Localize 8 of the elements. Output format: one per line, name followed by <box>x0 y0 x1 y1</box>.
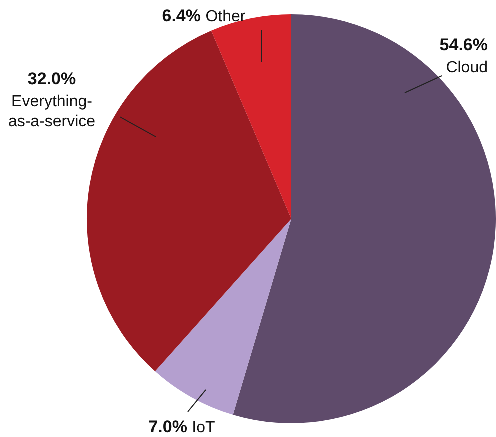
slice-label: Everything-as-a-service <box>8 93 96 130</box>
data-label: 7.0% <box>148 418 188 437</box>
data-label: 32.0% <box>28 70 76 89</box>
data-label: 6.4% <box>162 6 202 26</box>
slice-label: IoT <box>192 419 216 436</box>
slice-label: Cloud <box>446 59 488 76</box>
slice-label: Other <box>206 8 246 26</box>
data-label: 54.6% <box>440 36 488 55</box>
